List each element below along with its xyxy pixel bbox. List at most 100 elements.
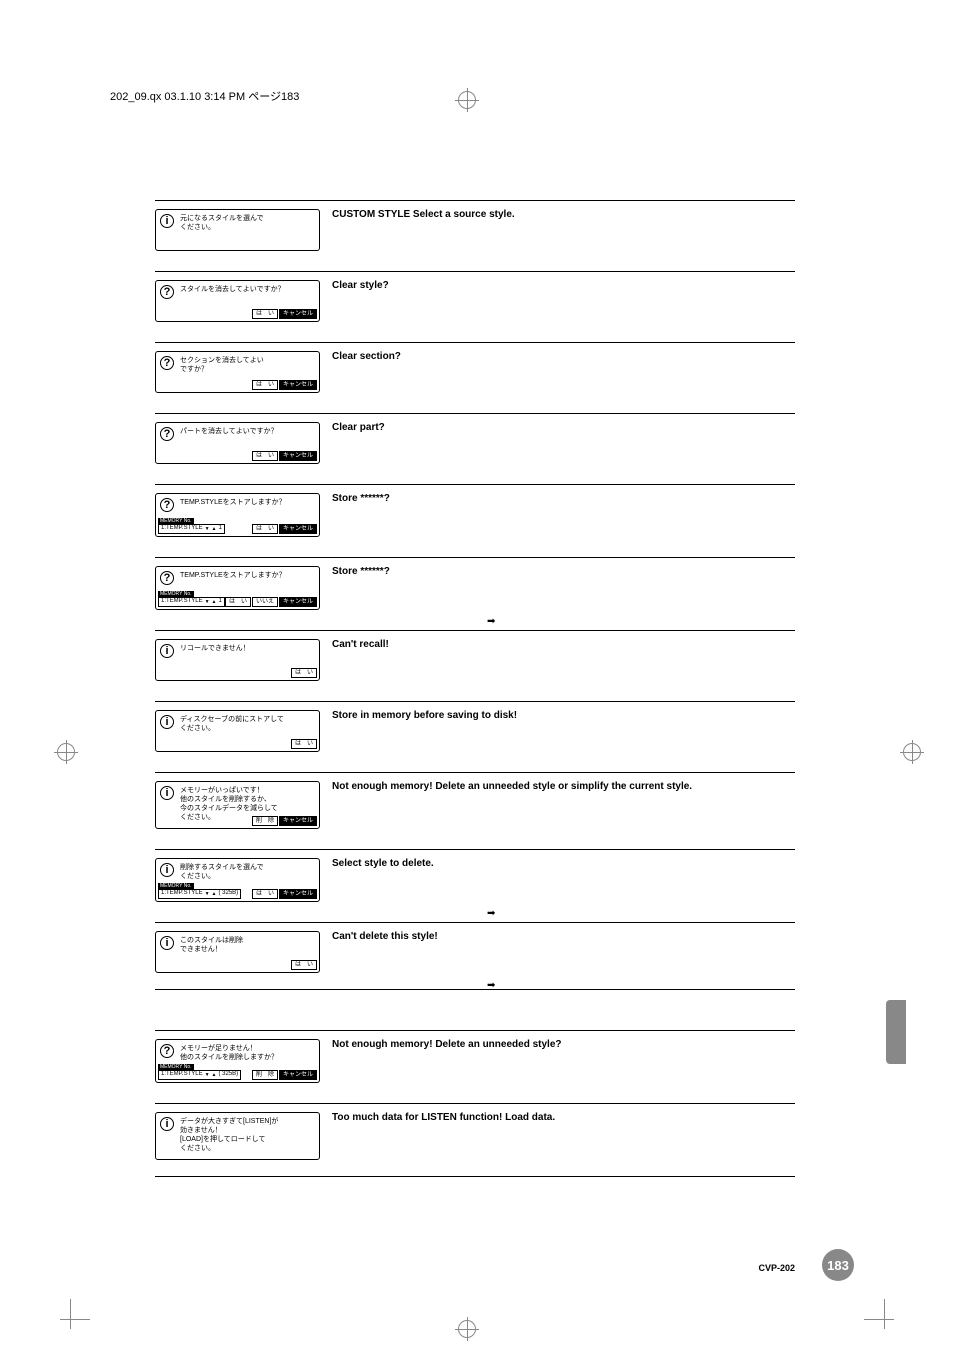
dialog-box: ? メモリーが足りません！他のスタイルを削除しますか？ MEMORY No. 1… — [155, 1039, 320, 1083]
english-description: Store ******? — [320, 493, 795, 537]
english-description: Store ******? — [320, 566, 795, 610]
info-icon: i — [160, 863, 174, 877]
dialog-jp-text: ディスクセーブの前にストアしてください。 — [180, 715, 315, 733]
message-row: i データが大きすぎて[LISTEN]が効きません！[LOAD]を押してロードし… — [155, 1103, 795, 1177]
dialog-box: ? TEMP.STYLEをストアしますか？ MEMORY No. 1:TEMP.… — [155, 493, 320, 537]
dialog-btn-hai[interactable]: は い — [291, 960, 317, 970]
dialog-jp-text: メモリーが足りません！他のスタイルを削除しますか？ — [180, 1044, 315, 1062]
memory-selector[interactable]: MEMORY No. 1:TEMP.STYLE▼▲1 — [158, 591, 225, 607]
dialog-btn-cancel[interactable]: キャンセル — [279, 597, 317, 607]
dialog-btn-cancel[interactable]: キャンセル — [279, 524, 317, 534]
footer: CVP-202 — [155, 1263, 795, 1273]
dialog-jp-text: リコールできません！ — [180, 644, 315, 653]
dialog-btn-hai[interactable]: は い — [225, 597, 251, 607]
dialog-btn-cancel[interactable]: キャンセル — [279, 309, 317, 319]
dialog-box: ? セクションを消去してよいですか？ は いキャンセル — [155, 351, 320, 393]
question-icon: ? — [160, 285, 174, 299]
english-description: Store in memory before saving to disk! — [320, 710, 795, 752]
question-icon: ? — [160, 1044, 174, 1058]
dialog-jp-text: TEMP.STYLEをストアしますか？ — [180, 571, 315, 580]
dialog-btn-cancel[interactable]: キャンセル — [279, 1070, 317, 1080]
dialog-box: i データが大きすぎて[LISTEN]が効きません！[LOAD]を押してロードし… — [155, 1112, 320, 1160]
dialog-box: i リコールできません！ は い — [155, 639, 320, 681]
sidebar-tab — [886, 1000, 906, 1064]
info-icon: i — [160, 786, 174, 800]
message-row: ? TEMP.STYLEをストアしますか？ MEMORY No. 1:TEMP.… — [155, 484, 795, 553]
continue-arrow-icon: ➡ — [487, 616, 495, 627]
dialog-jp-text: TEMP.STYLEをストアしますか？ — [180, 498, 315, 507]
memory-selector[interactable]: MEMORY No. 1:TEMP.STYLE▼▲1 — [158, 518, 225, 534]
english-description: Can't recall! — [320, 639, 795, 681]
message-row: i ディスクセーブの前にストアしてください。 は い Store in memo… — [155, 701, 795, 768]
dialog-jp-text: 元になるスタイルを選んでください。 — [180, 214, 315, 232]
message-row: i 元になるスタイルを選んでください。 CUSTOM STYLE Select … — [155, 200, 795, 267]
crop-mark-bottom — [455, 1317, 479, 1341]
dialog-btn-cancel[interactable]: キャンセル — [279, 380, 317, 390]
continue-arrow-icon: ➡ — [487, 980, 495, 991]
message-row: ? TEMP.STYLEをストアしますか？ MEMORY No. 1:TEMP.… — [155, 557, 795, 626]
dialog-btn-hai[interactable]: は い — [252, 889, 278, 899]
english-description: Not enough memory! Delete an unneeded st… — [320, 1039, 795, 1083]
dialog-box: i ディスクセーブの前にストアしてください。 は い — [155, 710, 320, 752]
info-icon: i — [160, 214, 174, 228]
dialog-box: ? パートを消去してよいですか？ は いキャンセル — [155, 422, 320, 464]
info-icon: i — [160, 1117, 174, 1131]
message-row: ? セクションを消去してよいですか？ は いキャンセル Clear sectio… — [155, 342, 795, 409]
dialog-box: i 元になるスタイルを選んでください。 — [155, 209, 320, 251]
continue-arrow-icon: ➡ — [487, 908, 495, 919]
message-row: ? メモリーが足りません！他のスタイルを削除しますか？ MEMORY No. 1… — [155, 1030, 795, 1099]
dialog-btn-iie[interactable]: いいえ — [252, 597, 278, 607]
english-description: Clear part? — [320, 422, 795, 464]
info-icon: i — [160, 644, 174, 658]
english-description: Not enough memory! Delete an unneeded st… — [320, 781, 795, 829]
dialog-jp-text: このスタイルは削除できません！ — [180, 936, 315, 954]
dialog-btn-hai[interactable]: は い — [252, 524, 278, 534]
message-row: i 削除するスタイルを選んでください。 MEMORY No. 1:TEMP.ST… — [155, 849, 795, 918]
memory-selector[interactable]: MEMORY No. 1:TEMP.STYLE▼▲( 325B) — [158, 1064, 241, 1080]
info-icon: i — [160, 715, 174, 729]
dialog-btn-delete[interactable]: 削 除 — [252, 1070, 278, 1080]
message-row: i このスタイルは削除できません！ は い Can't delete this … — [155, 922, 795, 990]
dialog-btn-delete[interactable]: 削 除 — [252, 816, 278, 826]
page-header: 202_09.qx 03.1.10 3:14 PM ページ183 — [110, 88, 299, 104]
dialog-btn-hai[interactable]: は い — [252, 451, 278, 461]
dialog-btn-hai[interactable]: は い — [291, 739, 317, 749]
dialog-box: i 削除するスタイルを選んでください。 MEMORY No. 1:TEMP.ST… — [155, 858, 320, 902]
english-description: CUSTOM STYLE Select a source style. — [320, 209, 795, 251]
dialog-btn-hai[interactable]: は い — [291, 668, 317, 678]
footer-model: CVP-202 — [758, 1263, 795, 1273]
dialog-box: ? スタイルを消去してよいですか？ は いキャンセル — [155, 280, 320, 322]
message-row: ? パートを消去してよいですか？ は いキャンセル Clear part? — [155, 413, 795, 480]
corner-mark-bl — [50, 1299, 90, 1339]
content-table: i 元になるスタイルを選んでください。 CUSTOM STYLE Select … — [155, 200, 795, 1181]
question-icon: ? — [160, 427, 174, 441]
dialog-jp-text: スタイルを消去してよいですか？ — [180, 285, 315, 294]
dialog-box: i メモリーがいっぱいです！他のスタイルを削除するか、今のスタイルデータを減らし… — [155, 781, 320, 829]
info-icon: i — [160, 936, 174, 950]
english-description: Select style to delete. — [320, 858, 795, 902]
message-row: i リコールできません！ は い Can't recall! — [155, 630, 795, 697]
message-row: ? スタイルを消去してよいですか？ は いキャンセル Clear style? — [155, 271, 795, 338]
question-icon: ? — [160, 498, 174, 512]
dialog-jp-text: 削除するスタイルを選んでください。 — [180, 863, 315, 881]
question-icon: ? — [160, 356, 174, 370]
english-description: Can't delete this style! — [320, 931, 795, 973]
english-description: Clear style? — [320, 280, 795, 322]
dialog-box: ? TEMP.STYLEをストアしますか？ MEMORY No. 1:TEMP.… — [155, 566, 320, 610]
english-description: Too much data for LISTEN function! Load … — [320, 1112, 795, 1160]
question-icon: ? — [160, 571, 174, 585]
dialog-btn-hai[interactable]: は い — [252, 309, 278, 319]
dialog-btn-cancel[interactable]: キャンセル — [279, 816, 317, 826]
dialog-btn-cancel[interactable]: キャンセル — [279, 889, 317, 899]
crop-mark-top — [455, 88, 479, 112]
corner-mark-br — [864, 1299, 904, 1339]
dialog-jp-text: セクションを消去してよいですか？ — [180, 356, 315, 374]
dialog-jp-text: データが大きすぎて[LISTEN]が効きません！[LOAD]を押してロードしてく… — [180, 1117, 315, 1153]
dialog-btn-cancel[interactable]: キャンセル — [279, 451, 317, 461]
dialog-btn-hai[interactable]: は い — [252, 380, 278, 390]
page-number: 183 — [822, 1249, 854, 1281]
message-row: i メモリーがいっぱいです！他のスタイルを削除するか、今のスタイルデータを減らし… — [155, 772, 795, 845]
memory-selector[interactable]: MEMORY No. 1:TEMP.STYLE▼▲( 325B) — [158, 883, 241, 899]
dialog-jp-text: パートを消去してよいですか？ — [180, 427, 315, 436]
dialog-box: i このスタイルは削除できません！ は い — [155, 931, 320, 973]
